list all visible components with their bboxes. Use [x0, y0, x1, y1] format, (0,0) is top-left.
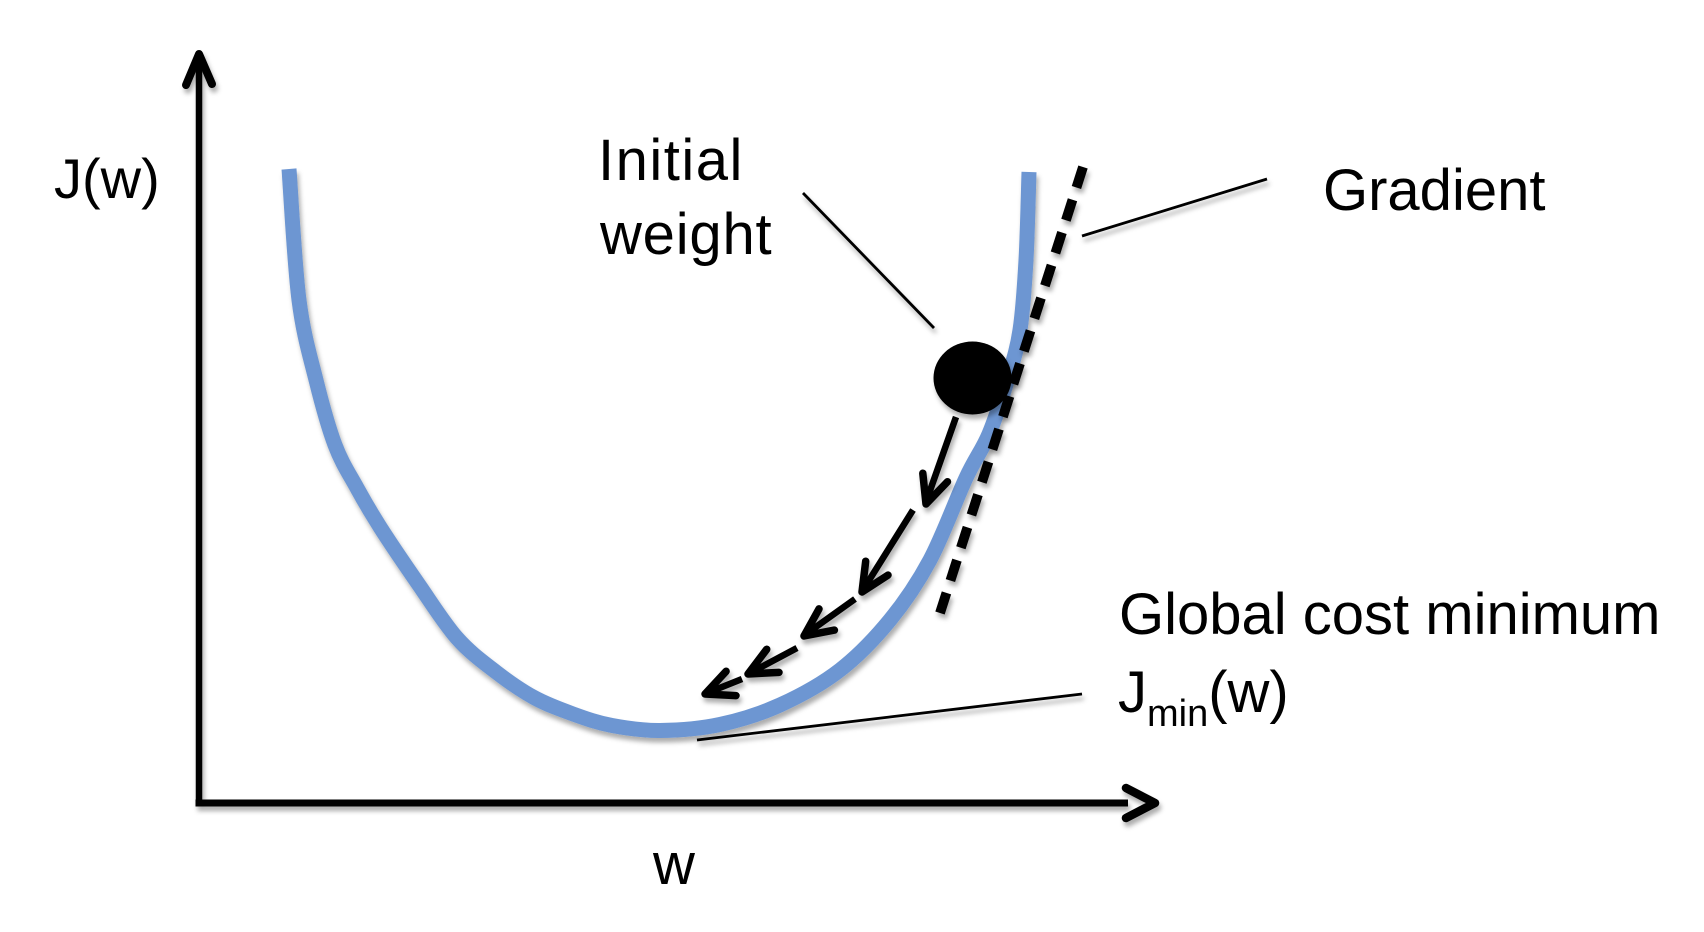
svg-text:w: w: [652, 832, 696, 897]
svg-text:Initial: Initial: [598, 128, 744, 193]
svg-text:weight: weight: [599, 202, 772, 267]
svg-text:Gradient: Gradient: [1323, 158, 1545, 223]
svg-text:Global cost minimum: Global cost minimum: [1119, 582, 1660, 647]
svg-text:Jmin(w): Jmin(w): [1118, 660, 1289, 735]
svg-text:J(w): J(w): [54, 147, 160, 210]
